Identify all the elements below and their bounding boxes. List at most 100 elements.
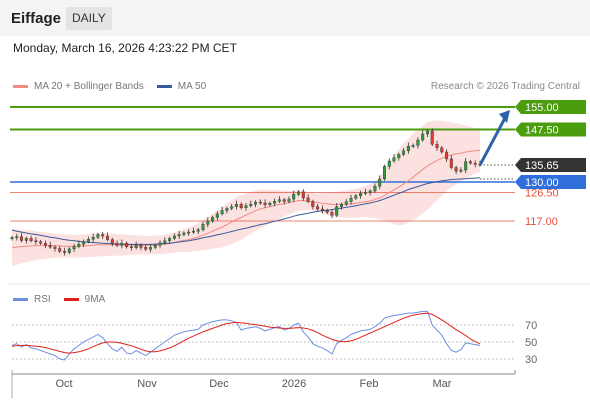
candle-body: [292, 194, 296, 200]
candles: [10, 128, 482, 256]
candle-body: [234, 203, 238, 207]
candle-body: [134, 245, 138, 248]
level-label-130.00: 130.00: [525, 177, 559, 189]
instrument-title: Eiffage: [11, 10, 62, 27]
ma20-swatch: [13, 85, 28, 88]
candle-body: [220, 210, 224, 214]
candle-body: [354, 195, 358, 199]
candle-body: [120, 242, 124, 246]
candle-body: [158, 242, 162, 246]
candle-body: [201, 224, 205, 230]
candle-body: [402, 150, 406, 155]
candle-body: [20, 236, 24, 241]
ma50-line: [11, 177, 481, 245]
candle-body: [373, 185, 377, 192]
candle-body: [239, 203, 243, 208]
timeframe-badge[interactable]: DAILY: [66, 7, 112, 30]
candle-body: [187, 231, 191, 234]
candle-body: [363, 192, 367, 194]
candle-body: [67, 248, 71, 253]
x-tick-label: Dec: [209, 378, 229, 390]
candle-body: [320, 208, 324, 211]
candle-body: [105, 235, 109, 240]
candle-body: [101, 234, 105, 237]
rsi-panel: 70 50 30: [8, 283, 590, 366]
level-label-147.50: 147.50: [525, 125, 559, 137]
x-tick-label: Oct: [55, 378, 72, 390]
candle-body: [297, 191, 301, 195]
candle-body: [196, 229, 200, 232]
ma50-swatch: [156, 85, 172, 88]
rsi-ma-swatch: [63, 298, 79, 301]
bollinger-bands: [12, 120, 480, 267]
candle-body: [387, 160, 391, 167]
rsi-line: [11, 310, 481, 361]
legend-rsi: RSI: [34, 294, 51, 305]
candle-body: [91, 236, 95, 240]
candle-body: [168, 238, 172, 241]
candle-body: [72, 246, 76, 250]
candle-body: [172, 235, 176, 239]
candle-body: [344, 201, 348, 205]
candle-body: [340, 203, 344, 207]
level-label-155.00: 155.00: [525, 102, 559, 114]
candle-body: [464, 161, 468, 171]
candle-body: [335, 206, 339, 216]
x-tick-label: Nov: [137, 378, 157, 390]
candle-body: [39, 241, 43, 244]
candle-body: [230, 206, 234, 209]
candle-body: [58, 248, 62, 252]
candle-body: [449, 158, 453, 168]
target-arrow: [478, 110, 510, 166]
candle-body: [421, 133, 425, 141]
candle-body: [244, 205, 248, 208]
candle-body: [34, 240, 38, 243]
candle-body: [468, 161, 472, 164]
candle-body: [359, 193, 363, 196]
level-label-117.00: 117.00: [525, 216, 558, 228]
candle-body: [330, 212, 334, 216]
candle-body: [311, 201, 315, 207]
candle-body: [139, 245, 143, 248]
candle-body: [43, 242, 47, 246]
rsi-swatch: [13, 298, 28, 301]
rsi-legend: RSI 9MA: [13, 294, 105, 305]
rsi-ma-line: [11, 312, 481, 354]
level-tag-135.65: [515, 158, 586, 173]
moving-averages: [11, 150, 481, 249]
candle-body: [268, 203, 272, 206]
candle-body: [430, 130, 434, 145]
x-tick-label: 2026: [282, 378, 306, 390]
bollinger-band-area: [12, 120, 480, 267]
level-tag-155.00: [515, 100, 586, 114]
candle-body: [383, 166, 387, 180]
level-label-126.50: 126.50: [525, 188, 559, 200]
x-tick-label: Feb: [360, 378, 379, 390]
candle-body: [206, 220, 210, 225]
legend-ma20-bollinger: MA 20 + Bollinger Bands: [34, 81, 144, 92]
candle-body: [82, 241, 86, 245]
candle-body: [15, 236, 19, 238]
price-levels: [10, 106, 515, 222]
candle-body: [144, 247, 148, 250]
chart-datetime: Monday, March 16, 2026 4:23:22 PM CET: [13, 41, 237, 55]
candle-body: [454, 167, 458, 172]
candle-body: [459, 169, 463, 172]
candle-body: [10, 237, 14, 239]
x-tick-label: Mar: [433, 378, 452, 390]
arrow-shaft: [478, 117, 507, 166]
candle-body: [29, 238, 33, 241]
candle-body: [301, 191, 305, 199]
candle-body: [163, 240, 167, 244]
candle-body: [287, 198, 291, 202]
candle-body: [392, 157, 396, 162]
candle-body: [316, 206, 320, 210]
research-credit: Research © 2026 Trading Central: [430, 81, 580, 92]
candle-body: [406, 146, 410, 152]
candle-body: [325, 210, 329, 213]
legend-ma50: MA 50: [177, 81, 207, 92]
candle-body: [148, 247, 152, 250]
arrow-head: [499, 110, 510, 123]
